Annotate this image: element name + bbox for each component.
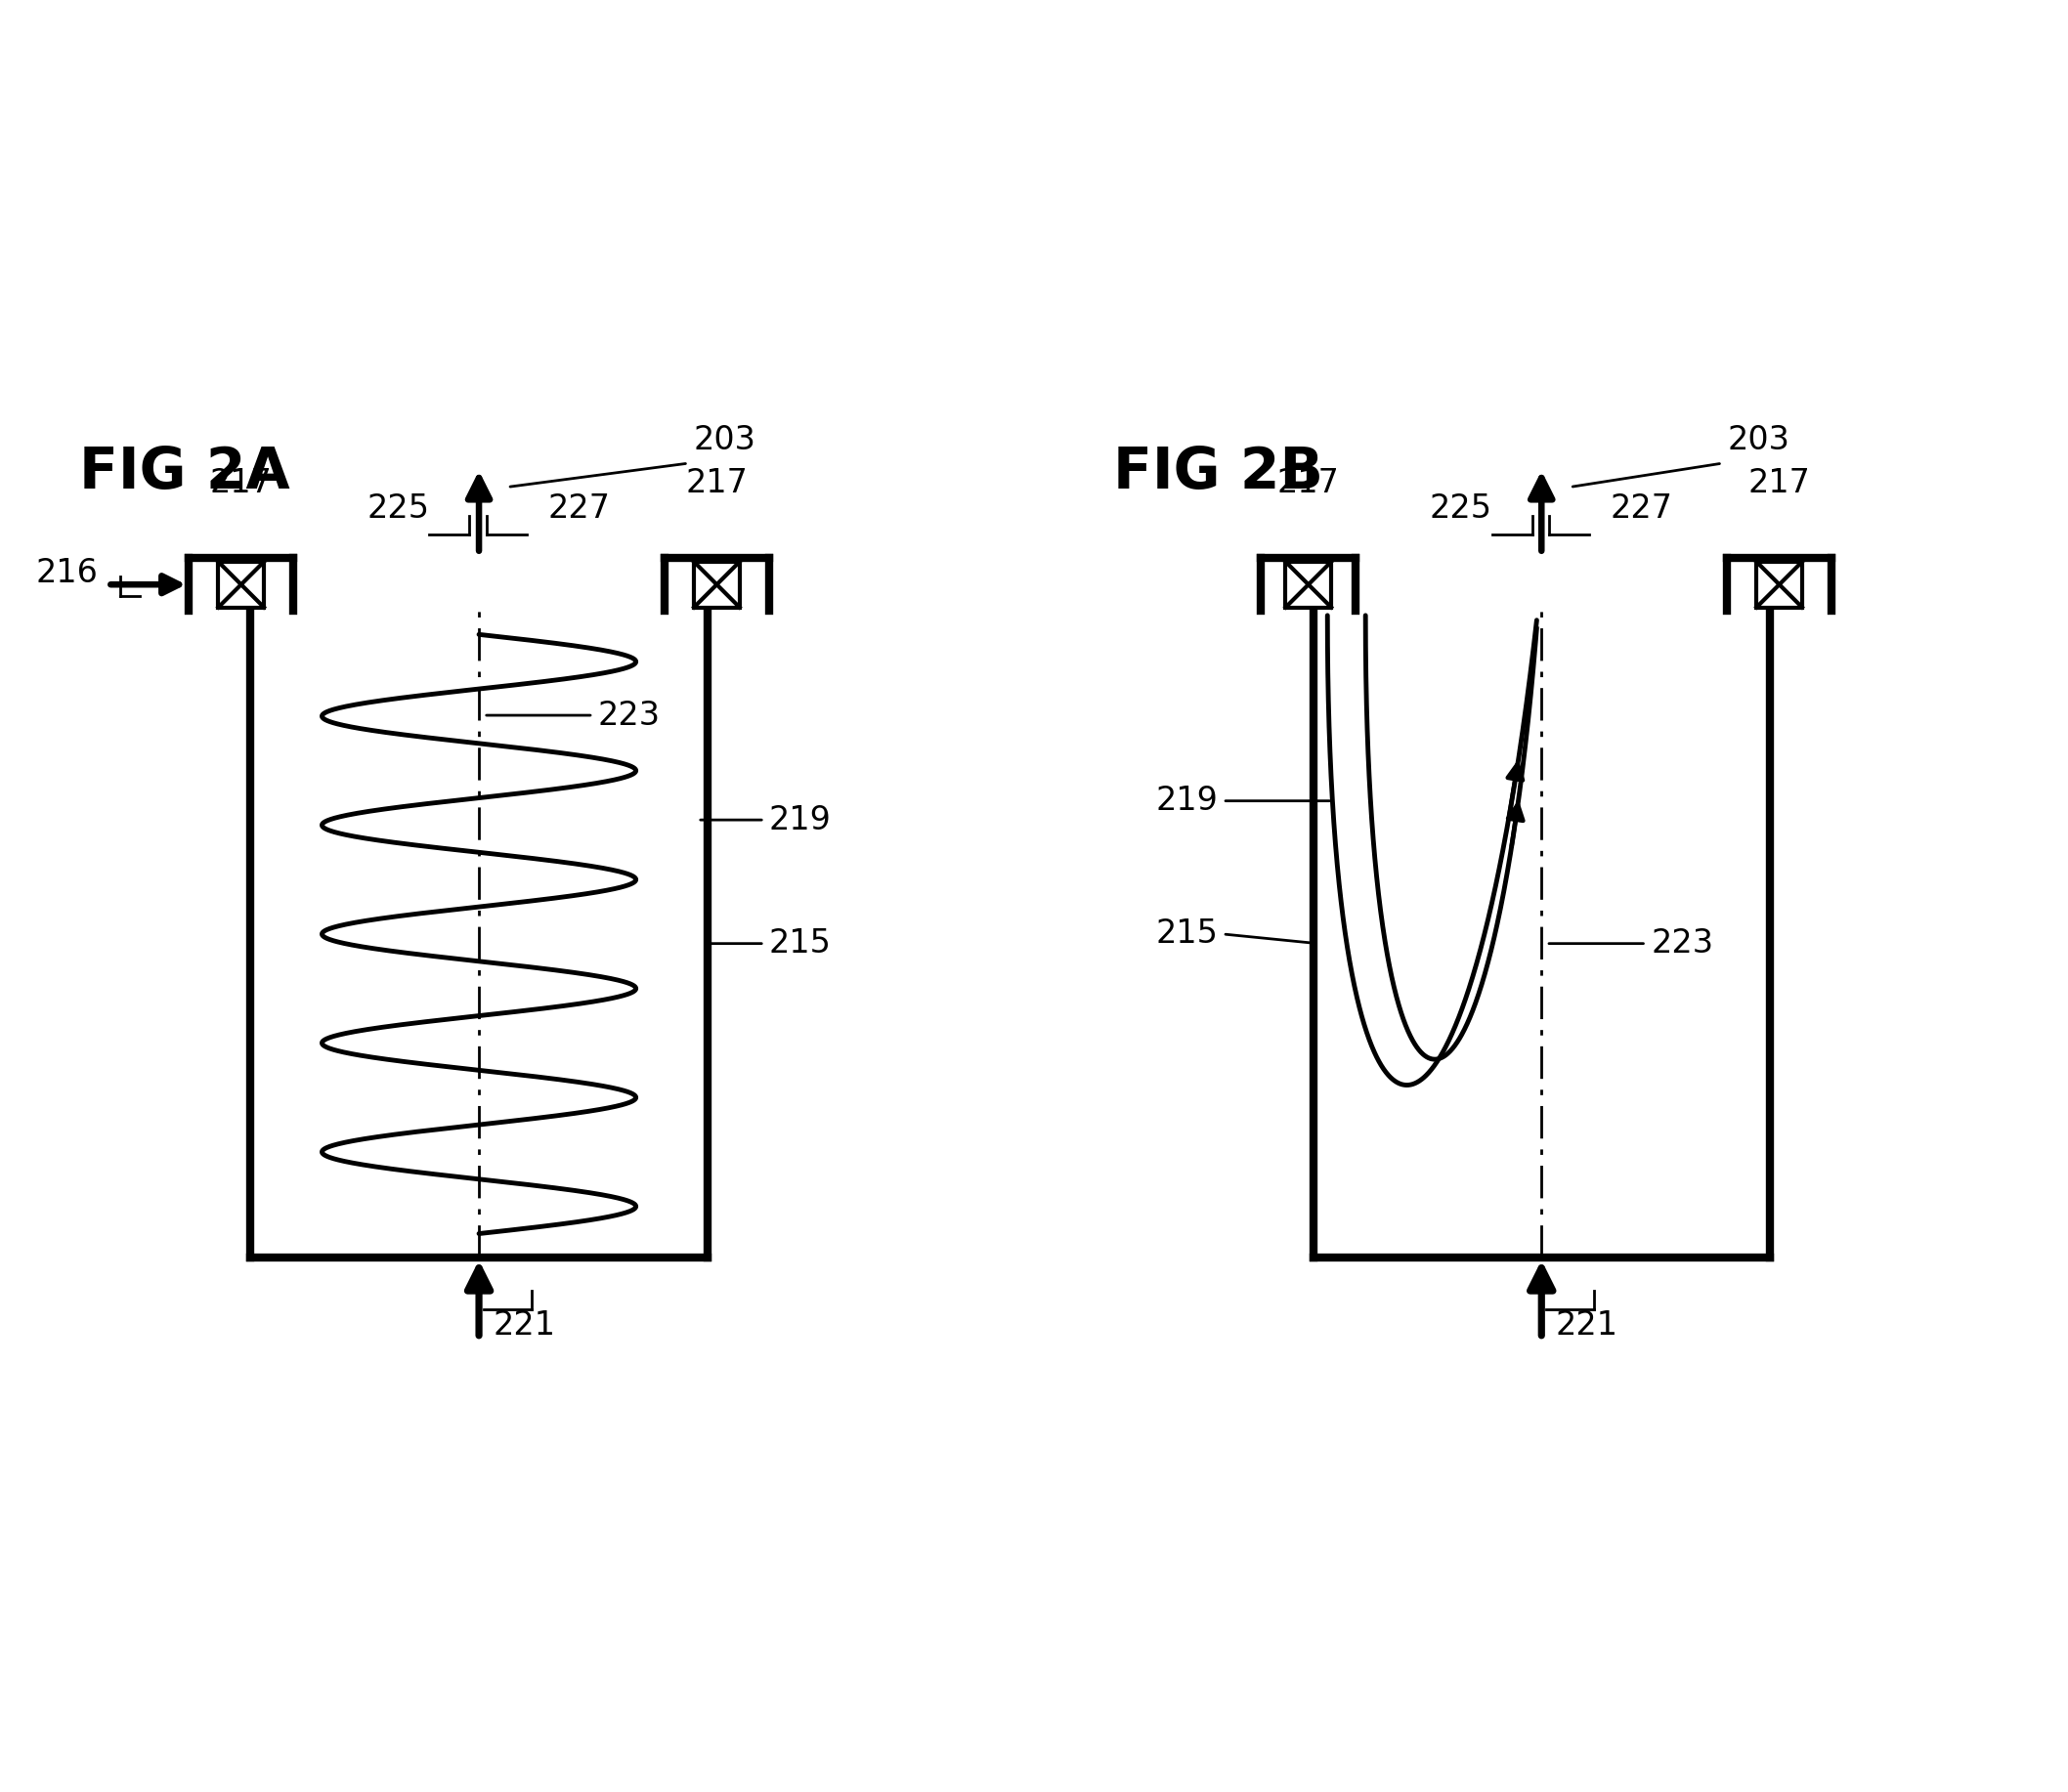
Text: 221: 221 — [1555, 1310, 1619, 1342]
Text: 223: 223 — [598, 699, 660, 731]
Text: 203: 203 — [693, 425, 755, 457]
Text: 217: 217 — [687, 468, 749, 500]
Text: 216: 216 — [35, 557, 99, 590]
Text: 217: 217 — [1278, 468, 1340, 500]
Text: 217: 217 — [1747, 468, 1810, 500]
Text: 203: 203 — [1727, 425, 1789, 457]
Text: 215: 215 — [769, 928, 831, 961]
Text: 215: 215 — [1156, 918, 1218, 950]
Text: FIG 2A: FIG 2A — [79, 444, 290, 500]
Text: 227: 227 — [1611, 493, 1673, 525]
Text: 221: 221 — [494, 1310, 556, 1342]
Text: 225: 225 — [366, 493, 430, 525]
Text: 219: 219 — [1156, 785, 1218, 817]
Text: 217: 217 — [211, 468, 273, 500]
Text: FIG 2B: FIG 2B — [1113, 444, 1324, 500]
Text: 227: 227 — [548, 493, 610, 525]
Text: 225: 225 — [1429, 493, 1491, 525]
Text: 219: 219 — [769, 805, 831, 837]
Text: 223: 223 — [1650, 928, 1714, 961]
